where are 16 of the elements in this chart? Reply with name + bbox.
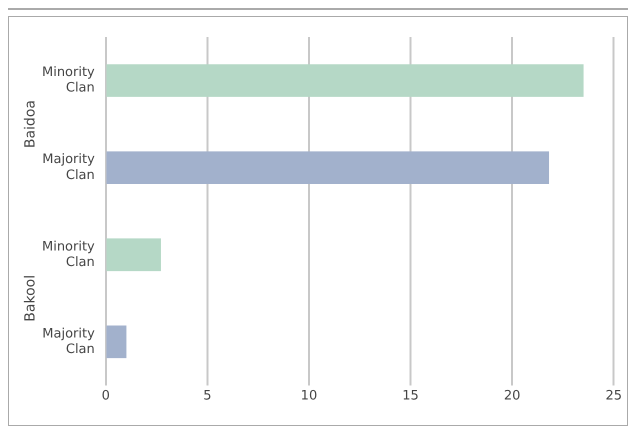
bar [106, 326, 126, 358]
text: Bakool [22, 274, 39, 322]
x-tick-label: 15 [402, 388, 419, 404]
x-tick-label: 0 [102, 388, 110, 404]
x-tick-label: 25 [605, 388, 622, 404]
text: Baidoa [22, 100, 39, 148]
x-tick-label: 10 [300, 388, 318, 404]
bar [106, 151, 550, 184]
bar [106, 64, 584, 97]
x-tick-label: 20 [504, 388, 520, 404]
bar [106, 238, 161, 272]
y-tick-label: Majority Clan [42, 326, 96, 358]
y-tick-label: Minority Clan [42, 239, 96, 270]
y-tick-label: Minority Clan [42, 65, 96, 96]
y-tick-label: Majority Clan [42, 152, 96, 183]
x-tick-label: 5 [203, 388, 212, 404]
